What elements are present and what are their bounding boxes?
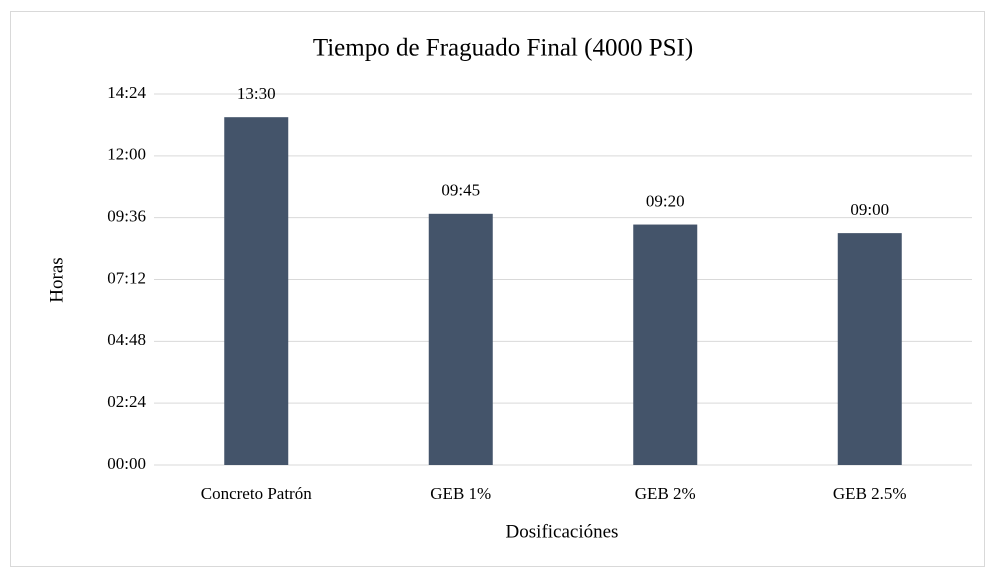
- chart-title: Tiempo de Fraguado Final (4000 PSI): [313, 35, 693, 62]
- y-tick-label: 04:48: [107, 330, 146, 349]
- y-tick-label: 09:36: [107, 207, 146, 226]
- chart-border: [10, 11, 985, 567]
- y-tick-label: 14:24: [107, 83, 146, 102]
- y-tick-label: 12:00: [107, 145, 146, 164]
- bar: [837, 233, 902, 465]
- x-tick-label: GEB 2.5%: [833, 484, 907, 503]
- x-axis-title: Dosificaciónes: [506, 521, 619, 542]
- y-tick-label: 07:12: [107, 268, 146, 287]
- value-label: 09:20: [646, 191, 685, 210]
- y-tick-label: 00:00: [107, 454, 146, 473]
- value-label: 09:45: [441, 181, 480, 200]
- bar: [633, 224, 698, 465]
- x-tick-label: Concreto Patrón: [201, 484, 312, 503]
- y-axis-title: Horas: [46, 257, 67, 302]
- x-tick-label: GEB 1%: [430, 484, 491, 503]
- bar: [428, 213, 493, 465]
- x-tick-label: GEB 2%: [635, 484, 696, 503]
- bar: [224, 117, 289, 465]
- value-label: 13:30: [237, 84, 276, 103]
- value-label: 09:00: [850, 200, 889, 219]
- y-tick-label: 02:24: [107, 392, 146, 411]
